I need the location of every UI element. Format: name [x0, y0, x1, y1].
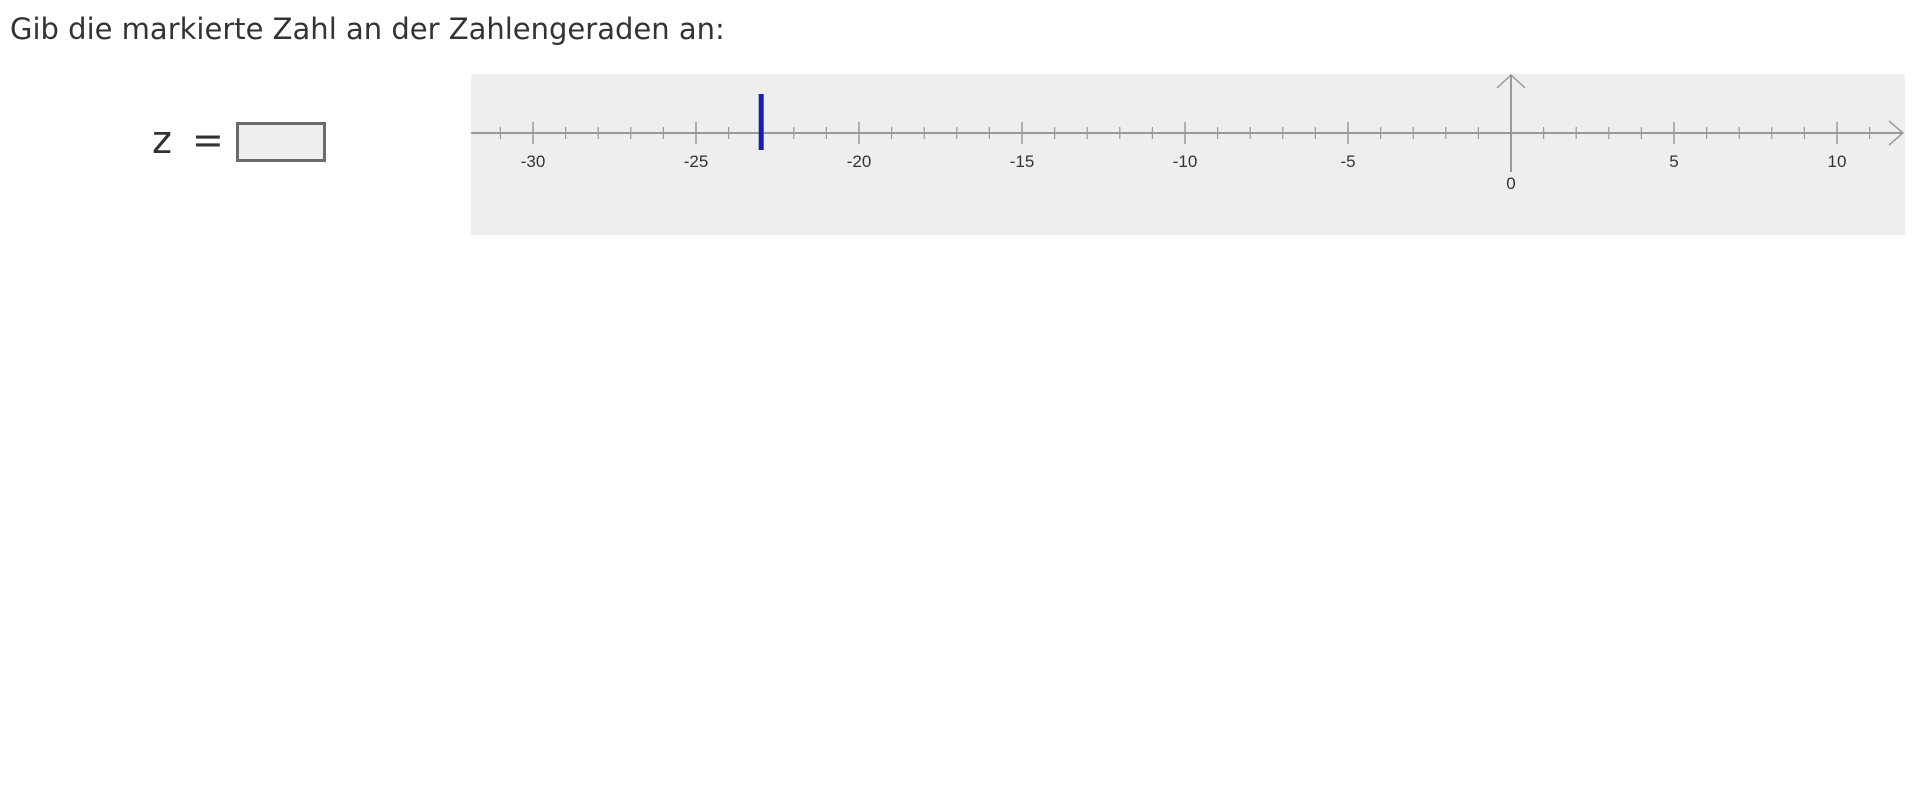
tick-label: -30: [521, 152, 546, 171]
tick-label: 10: [1828, 152, 1847, 171]
answer-row: z =: [152, 118, 326, 162]
axis-arrow-right-icon: [1888, 120, 1905, 146]
answer-input[interactable]: [235, 122, 326, 162]
variable-label: z: [152, 118, 172, 162]
equals-sign: =: [191, 118, 224, 162]
tick-label: -5: [1340, 152, 1355, 171]
tick-label: -25: [684, 152, 709, 171]
tick-label: 0: [1506, 174, 1515, 193]
tick-label: -20: [847, 152, 872, 171]
number-line: -30 -25 -20 -15 -10 -5 0 5 10: [471, 74, 1905, 193]
axis-arrow-up-icon: [1496, 74, 1526, 89]
number-line-panel: -30 -25 -20 -15 -10 -5 0 5 10: [471, 74, 1905, 235]
tick-label: -10: [1173, 152, 1198, 171]
tick-label: -15: [1010, 152, 1035, 171]
tick-label: 5: [1669, 152, 1678, 171]
question-prompt: Gib die markierte Zahl an der Zahlengera…: [10, 12, 725, 46]
